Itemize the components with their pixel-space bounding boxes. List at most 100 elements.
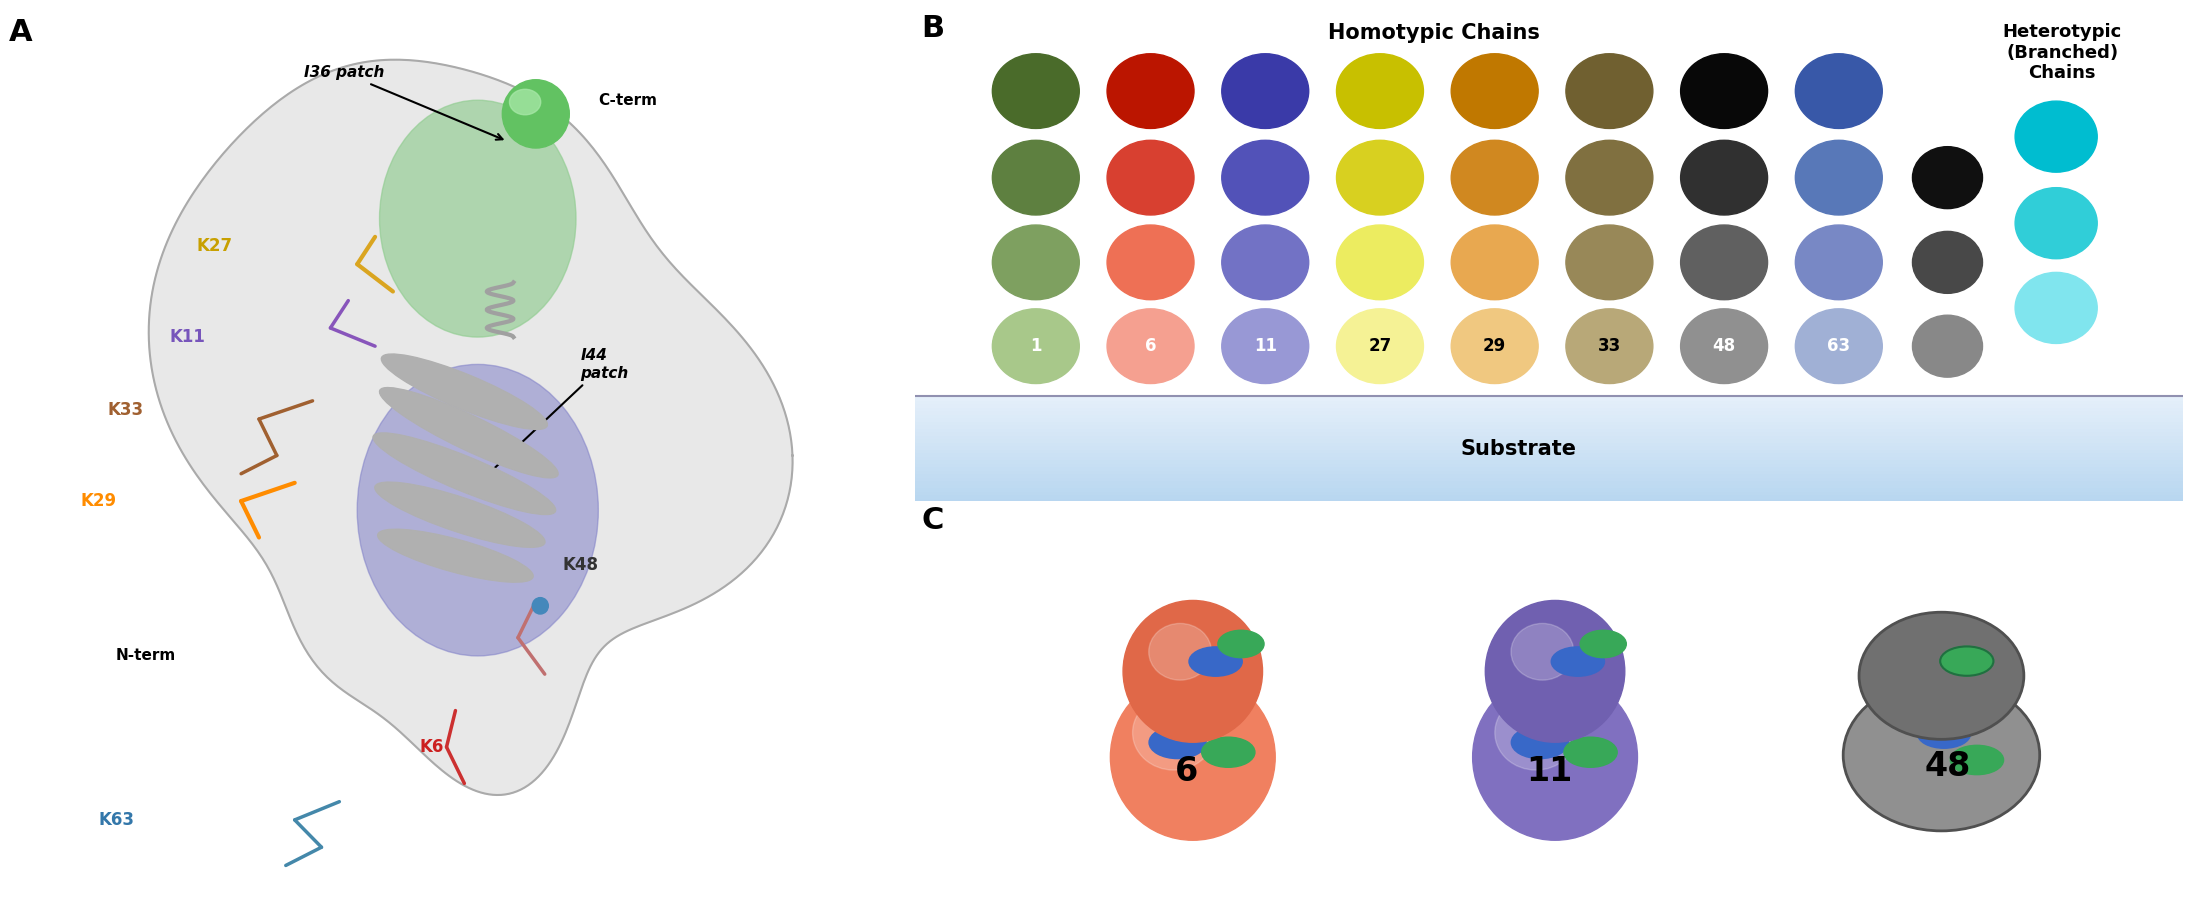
Bar bbox=[915, 483, 2183, 487]
Bar bbox=[915, 466, 2183, 470]
Text: 11: 11 bbox=[1255, 337, 1277, 355]
Ellipse shape bbox=[1217, 630, 1263, 658]
Text: 6: 6 bbox=[1144, 337, 1155, 355]
Ellipse shape bbox=[1940, 647, 1993, 676]
Text: 63: 63 bbox=[1828, 337, 1850, 355]
Ellipse shape bbox=[1451, 54, 1539, 128]
Bar bbox=[915, 476, 2183, 480]
Text: 29: 29 bbox=[1484, 337, 1506, 355]
Ellipse shape bbox=[379, 100, 576, 337]
Ellipse shape bbox=[1552, 647, 1605, 676]
Bar bbox=[915, 438, 2183, 442]
Text: 33: 33 bbox=[1599, 337, 1621, 355]
Ellipse shape bbox=[1566, 225, 1654, 300]
Bar bbox=[915, 479, 2183, 484]
Text: 48: 48 bbox=[1713, 337, 1735, 355]
Text: 1: 1 bbox=[1030, 337, 1041, 355]
Bar bbox=[915, 395, 2183, 400]
Ellipse shape bbox=[1107, 140, 1195, 215]
Ellipse shape bbox=[1336, 225, 1424, 300]
Bar bbox=[915, 469, 2183, 473]
Ellipse shape bbox=[2015, 188, 2097, 259]
Text: I44
patch: I44 patch bbox=[467, 348, 628, 493]
Bar bbox=[915, 445, 2183, 449]
Bar bbox=[915, 399, 2183, 404]
Ellipse shape bbox=[373, 433, 556, 515]
Bar bbox=[915, 458, 2183, 463]
Ellipse shape bbox=[1486, 600, 1625, 742]
Ellipse shape bbox=[1918, 719, 1971, 748]
Text: K29: K29 bbox=[79, 492, 117, 510]
Ellipse shape bbox=[1111, 674, 1274, 840]
Ellipse shape bbox=[1222, 309, 1310, 384]
Bar bbox=[915, 473, 2183, 476]
Text: 27: 27 bbox=[1369, 337, 1391, 355]
Ellipse shape bbox=[377, 529, 534, 582]
Text: C-term: C-term bbox=[598, 93, 657, 107]
Ellipse shape bbox=[1680, 309, 1768, 384]
Bar bbox=[915, 416, 2183, 421]
Ellipse shape bbox=[992, 309, 1078, 384]
Ellipse shape bbox=[1795, 54, 1883, 128]
Bar bbox=[915, 494, 2183, 497]
Ellipse shape bbox=[1510, 726, 1568, 759]
Ellipse shape bbox=[1133, 695, 1215, 770]
Ellipse shape bbox=[1451, 140, 1539, 215]
Ellipse shape bbox=[1566, 309, 1654, 384]
Ellipse shape bbox=[1510, 623, 1574, 681]
Bar bbox=[915, 406, 2183, 410]
Ellipse shape bbox=[1336, 309, 1424, 384]
Ellipse shape bbox=[1912, 231, 1982, 293]
Ellipse shape bbox=[992, 140, 1078, 215]
Text: K27: K27 bbox=[196, 237, 232, 255]
Bar bbox=[915, 486, 2183, 490]
Ellipse shape bbox=[375, 482, 545, 548]
Ellipse shape bbox=[1107, 54, 1195, 128]
Bar bbox=[915, 427, 2183, 431]
Ellipse shape bbox=[1202, 737, 1255, 767]
Ellipse shape bbox=[1581, 630, 1627, 658]
Ellipse shape bbox=[531, 598, 549, 614]
Ellipse shape bbox=[1680, 225, 1768, 300]
Ellipse shape bbox=[1566, 140, 1654, 215]
Ellipse shape bbox=[1149, 726, 1206, 759]
Bar bbox=[915, 431, 2183, 435]
Ellipse shape bbox=[1563, 737, 1616, 767]
Bar bbox=[915, 497, 2183, 501]
Ellipse shape bbox=[379, 387, 558, 478]
Ellipse shape bbox=[1336, 140, 1424, 215]
Ellipse shape bbox=[381, 354, 547, 429]
Text: 6: 6 bbox=[1175, 754, 1197, 788]
Ellipse shape bbox=[509, 89, 540, 115]
Ellipse shape bbox=[1680, 54, 1768, 128]
Ellipse shape bbox=[2015, 272, 2097, 343]
Ellipse shape bbox=[1795, 225, 1883, 300]
Ellipse shape bbox=[1951, 745, 2004, 774]
Bar bbox=[915, 448, 2183, 452]
Ellipse shape bbox=[1859, 612, 2024, 740]
Ellipse shape bbox=[1843, 680, 2040, 831]
Text: K6: K6 bbox=[419, 738, 443, 756]
Ellipse shape bbox=[1188, 647, 1241, 676]
Ellipse shape bbox=[1680, 140, 1768, 215]
Bar bbox=[915, 435, 2183, 438]
Ellipse shape bbox=[1122, 600, 1263, 742]
Text: Homotypic Chains: Homotypic Chains bbox=[1327, 23, 1541, 43]
Ellipse shape bbox=[2015, 101, 2097, 172]
Ellipse shape bbox=[503, 79, 569, 148]
Ellipse shape bbox=[992, 225, 1078, 300]
Ellipse shape bbox=[1912, 147, 1982, 209]
Ellipse shape bbox=[1336, 54, 1424, 128]
Bar bbox=[915, 490, 2183, 494]
Ellipse shape bbox=[1795, 309, 1883, 384]
Ellipse shape bbox=[1451, 225, 1539, 300]
Ellipse shape bbox=[1222, 225, 1310, 300]
Text: K33: K33 bbox=[108, 401, 143, 419]
Ellipse shape bbox=[1149, 623, 1211, 681]
Ellipse shape bbox=[992, 54, 1078, 128]
Text: K48: K48 bbox=[562, 556, 598, 574]
Text: C: C bbox=[922, 506, 944, 535]
Ellipse shape bbox=[1795, 140, 1883, 215]
Ellipse shape bbox=[1566, 54, 1654, 128]
Ellipse shape bbox=[1222, 54, 1310, 128]
